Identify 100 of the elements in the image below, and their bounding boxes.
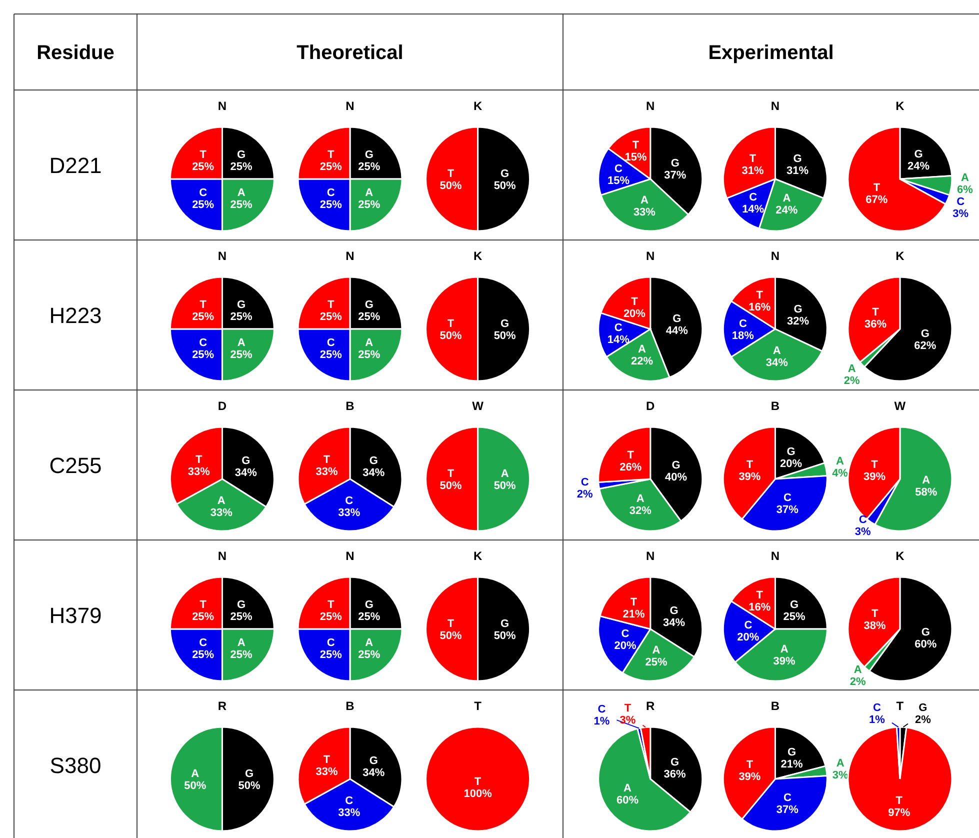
slice-label: A	[365, 187, 374, 200]
slice-label: T	[627, 449, 634, 462]
data-label: 25%	[192, 199, 214, 212]
slice-label: T	[896, 795, 903, 808]
data-label: 37%	[776, 504, 799, 516]
data-label: 39%	[773, 655, 796, 668]
slice-label: C	[744, 620, 752, 632]
data-label: 25%	[645, 656, 668, 668]
data-label: 25%	[358, 160, 380, 173]
slice-label: C	[783, 492, 792, 504]
data-label: 50%	[184, 780, 206, 792]
data-label: 25%	[230, 310, 253, 323]
data-label: 38%	[864, 620, 886, 632]
chart-title: B	[346, 699, 355, 713]
data-label: 34%	[766, 356, 788, 369]
data-label: 50%	[494, 480, 516, 492]
data-label: 14%	[742, 204, 764, 216]
slice-label: G	[364, 148, 374, 161]
chart-title: D	[218, 399, 227, 413]
slice-label: T	[200, 298, 207, 311]
slice-label: C	[738, 318, 747, 330]
slice-label: A	[365, 637, 374, 650]
data-label: 34%	[362, 766, 385, 779]
slice-label: A	[652, 644, 660, 656]
chart-title: B	[770, 699, 780, 713]
slice-label: G	[670, 756, 680, 768]
data-label: 25%	[358, 349, 380, 362]
slice-label: C	[199, 337, 208, 350]
slice-label: C	[614, 162, 623, 175]
data-label: 100%	[464, 788, 492, 800]
slice-label: A	[836, 456, 844, 468]
slice-label: T	[873, 182, 880, 194]
data-label: 67%	[866, 194, 888, 206]
data-label: 25%	[192, 160, 214, 173]
data-label: 50%	[440, 180, 462, 192]
slice-label: T	[328, 148, 335, 161]
slice-label: A	[854, 664, 862, 676]
chart-title: B	[346, 399, 355, 413]
data-label: 25%	[192, 649, 214, 662]
data-label: 3%	[854, 526, 872, 538]
slice-label: C	[621, 628, 630, 640]
data-label: 25%	[320, 610, 342, 623]
slice-label: G	[237, 598, 246, 611]
slice-label: A	[922, 474, 930, 487]
pie-slice	[847, 726, 953, 832]
text: D221	[49, 153, 102, 178]
data-label: 60%	[616, 794, 639, 806]
slice-label: C	[580, 476, 589, 488]
slice-label: T	[447, 168, 454, 180]
data-label: 62%	[914, 340, 936, 352]
data-label: 25%	[230, 160, 253, 173]
chart-title: N	[346, 249, 354, 263]
data-label: 25%	[230, 649, 253, 662]
data-label: 39%	[738, 770, 761, 783]
slice-label: C	[199, 187, 208, 200]
slice-label: G	[920, 328, 930, 340]
slice-label: G	[237, 148, 246, 161]
slice-label: T	[200, 598, 207, 611]
data-label: 33%	[338, 807, 360, 820]
chart-title: K	[473, 249, 482, 263]
data-label: 24%	[907, 160, 930, 172]
slice-label: G	[793, 152, 802, 165]
data-label: 50%	[238, 780, 260, 792]
data-label: 50%	[494, 180, 516, 192]
chart-title: N	[218, 99, 227, 113]
data-label: 6%	[957, 184, 974, 196]
slice-label: G	[242, 454, 250, 467]
data-label: 25%	[192, 610, 214, 623]
data-label: 25%	[783, 610, 806, 623]
data-label: 20%	[780, 458, 802, 470]
data-label: 32%	[629, 505, 652, 518]
slice-label: G	[369, 454, 378, 467]
slice-label: A	[961, 172, 970, 184]
data-label: 24%	[776, 204, 798, 216]
text: S380	[50, 753, 102, 778]
data-label: 44%	[666, 324, 688, 337]
data-label: 18%	[732, 330, 754, 342]
data-label: 25%	[320, 349, 342, 362]
slice-label: A	[365, 337, 374, 350]
chart-title: N	[770, 249, 780, 263]
data-label: 2%	[915, 714, 932, 726]
data-label: 34%	[234, 466, 258, 479]
slice-label: C	[326, 637, 335, 650]
chart-title: N	[646, 249, 655, 263]
text: Theoretical	[296, 42, 404, 64]
data-label: 15%	[608, 174, 630, 187]
text: H223	[49, 303, 102, 328]
slice-label: C	[199, 637, 208, 650]
chart-title: B	[770, 399, 780, 413]
chart-title: N	[646, 99, 655, 113]
chart-title: K	[896, 249, 905, 263]
data-label: 25%	[192, 349, 214, 362]
data-label: 3%	[620, 714, 636, 726]
data-label: 33%	[316, 766, 338, 778]
slice-label: G	[672, 460, 680, 472]
chart-title: W	[894, 399, 906, 413]
chart-title: N	[218, 249, 227, 263]
slice-label: A	[217, 495, 226, 508]
slice-label: T	[474, 776, 482, 788]
data-label: 2%	[844, 375, 860, 388]
